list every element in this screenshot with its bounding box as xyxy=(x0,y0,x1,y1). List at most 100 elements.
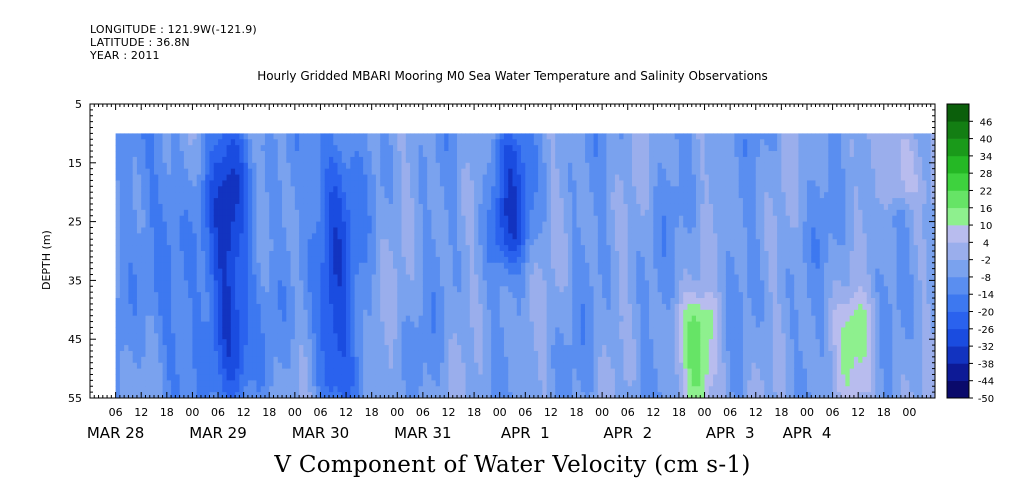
heatmap-cell xyxy=(337,215,343,222)
heatmap-cell xyxy=(136,292,142,299)
heatmap-cell xyxy=(542,209,548,217)
heatmap-cell xyxy=(478,245,484,252)
heatmap-cell xyxy=(567,298,573,305)
heatmap-cell xyxy=(525,139,530,146)
heatmap-cell xyxy=(183,156,189,164)
heatmap-cell xyxy=(282,356,287,364)
heatmap-cell xyxy=(495,280,501,287)
heatmap-cell xyxy=(422,298,428,305)
heatmap-cell xyxy=(218,286,223,293)
heatmap-cell xyxy=(141,162,146,170)
heatmap-cell xyxy=(303,309,309,317)
heatmap-cell xyxy=(572,350,577,358)
heatmap-cell xyxy=(209,133,215,140)
heatmap-cell xyxy=(132,256,138,264)
heatmap-cell xyxy=(410,245,415,252)
heatmap-cell xyxy=(247,198,253,205)
heatmap-cell xyxy=(149,274,155,281)
heatmap-cell xyxy=(585,139,590,146)
heatmap-cell xyxy=(243,368,249,375)
heatmap-cell xyxy=(576,198,582,205)
heatmap-cell xyxy=(299,356,304,364)
heatmap-cell xyxy=(393,133,398,140)
heatmap-cell xyxy=(375,303,381,311)
heatmap-cell xyxy=(311,221,317,228)
heatmap-cell xyxy=(209,151,215,158)
heatmap-cell xyxy=(226,162,232,170)
heatmap-cell xyxy=(333,203,338,211)
heatmap-cell xyxy=(474,327,479,334)
heatmap-cell xyxy=(188,209,193,217)
heatmap-cell xyxy=(469,256,475,264)
heatmap-cell xyxy=(149,333,155,340)
heatmap-cell xyxy=(576,268,582,275)
heatmap-cell xyxy=(188,315,193,322)
heatmap-cell xyxy=(299,368,304,375)
heatmap-cell xyxy=(286,368,291,375)
heatmap-cell xyxy=(439,245,445,252)
heatmap-cell xyxy=(303,380,309,387)
heatmap-cell xyxy=(252,151,257,158)
heatmap-cell xyxy=(324,227,330,234)
heatmap-cell xyxy=(397,286,402,293)
heatmap-cell xyxy=(286,198,291,205)
heatmap-cell xyxy=(235,350,240,358)
heatmap-cell xyxy=(269,151,274,158)
heatmap-cell xyxy=(149,386,155,393)
heatmap-cell xyxy=(154,368,159,375)
heatmap-cell xyxy=(452,356,458,364)
heatmap-cell xyxy=(192,203,198,211)
heatmap-cell xyxy=(171,133,176,140)
heatmap-cell xyxy=(529,239,535,246)
heatmap-cell xyxy=(358,268,364,275)
heatmap-cell xyxy=(188,256,193,264)
heatmap-cell xyxy=(341,298,347,305)
heatmap-cell xyxy=(491,186,496,193)
heatmap-cell xyxy=(486,151,492,158)
heatmap-cell xyxy=(393,327,398,334)
heatmap-cell xyxy=(145,303,151,311)
heatmap-cell xyxy=(119,392,125,398)
heatmap-cell xyxy=(239,233,245,240)
heatmap-cell xyxy=(414,315,420,322)
heatmap-cell xyxy=(414,286,420,293)
heatmap-cell xyxy=(154,356,159,364)
heatmap-cell xyxy=(273,280,279,287)
heatmap-cell xyxy=(452,362,458,369)
heatmap-cell xyxy=(282,362,287,369)
heatmap-cell xyxy=(439,280,445,287)
heatmap-cell xyxy=(452,245,458,252)
heatmap-cell xyxy=(188,327,193,334)
heatmap-cell xyxy=(482,156,488,164)
heatmap-cell xyxy=(136,256,142,264)
heatmap-cell xyxy=(439,162,445,170)
heatmap-cell xyxy=(358,239,364,246)
heatmap-cell xyxy=(572,286,577,293)
heatmap-cell xyxy=(521,174,526,181)
heatmap-cell xyxy=(209,221,215,228)
heatmap-cell xyxy=(119,374,125,381)
heatmap-cell xyxy=(286,139,291,146)
heatmap-cell xyxy=(350,286,355,293)
heatmap-cell xyxy=(299,209,304,217)
heatmap-cell xyxy=(563,356,569,364)
heatmap-cell xyxy=(542,298,548,305)
heatmap-cell xyxy=(205,227,210,234)
heatmap-cell xyxy=(154,151,159,158)
heatmap-cell xyxy=(401,303,407,311)
heatmap-cell xyxy=(299,227,304,234)
heatmap-cell xyxy=(384,156,390,164)
heatmap-cell xyxy=(375,362,381,369)
heatmap-cell xyxy=(375,239,381,246)
heatmap-cell xyxy=(422,186,428,193)
heatmap-cell xyxy=(546,298,552,305)
heatmap-cell xyxy=(145,345,151,352)
heatmap-cell xyxy=(478,262,484,270)
heatmap-cell xyxy=(478,339,484,346)
heatmap-cell xyxy=(286,215,291,222)
heatmap-cell xyxy=(461,327,466,334)
heatmap-cell xyxy=(239,368,245,375)
heatmap-cell xyxy=(405,350,411,358)
heatmap-cell xyxy=(508,251,513,258)
heatmap-cell xyxy=(585,309,590,317)
